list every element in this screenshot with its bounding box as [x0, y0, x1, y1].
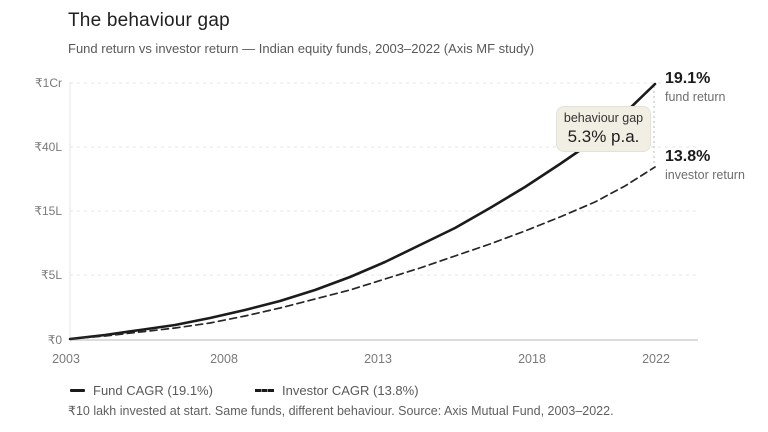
investor-return-callout: 13.8% investor return	[665, 148, 745, 182]
legend-item-investor: Investor CAGR (13.8%)	[255, 382, 419, 398]
x-tick-2018: 2018	[518, 352, 546, 366]
fund-return-callout: 19.1% fund return	[665, 70, 725, 104]
badge-line2: 5.3% p.a.	[567, 126, 640, 146]
legend-label-investor: Investor CAGR (13.8%)	[282, 382, 419, 398]
fund-return-value: 19.1%	[665, 70, 711, 87]
y-tick-0: ₹0	[47, 333, 62, 347]
legend-label-fund: Fund CAGR (19.1%)	[93, 382, 213, 398]
y-tick-5l: ₹5L	[41, 268, 62, 282]
x-tick-2003: 2003	[52, 352, 80, 366]
y-tick-1cr: ₹1Cr	[35, 76, 62, 90]
fund-return-label: fund return	[665, 89, 726, 104]
page-title: The behaviour gap	[68, 10, 230, 31]
y-tick-40l: ₹40L	[34, 140, 62, 154]
investor-line-swatch-icon	[255, 388, 274, 392]
investor-return-value: 13.8%	[665, 148, 711, 165]
fund-line-swatch-icon	[70, 388, 85, 392]
x-tick-2022: 2022	[642, 352, 670, 366]
x-tick-2008: 2008	[210, 352, 238, 366]
x-tick-2013: 2013	[364, 352, 392, 366]
behaviour-gap-badge: behaviour gap 5.3% p.a.	[556, 106, 651, 153]
investor-return-label: investor return	[665, 167, 745, 182]
chart-subtitle: Fund return vs investor return — Indian …	[68, 41, 535, 56]
legend-item-fund: Fund CAGR (19.1%)	[70, 382, 213, 398]
series-line-fund	[68, 82, 657, 341]
badge-line1: behaviour gap	[563, 111, 644, 125]
y-tick-15l: ₹15L	[34, 204, 62, 218]
footnote: ₹10 lakh invested at start. Same funds, …	[68, 404, 614, 418]
series-line-investor	[69, 166, 656, 340]
